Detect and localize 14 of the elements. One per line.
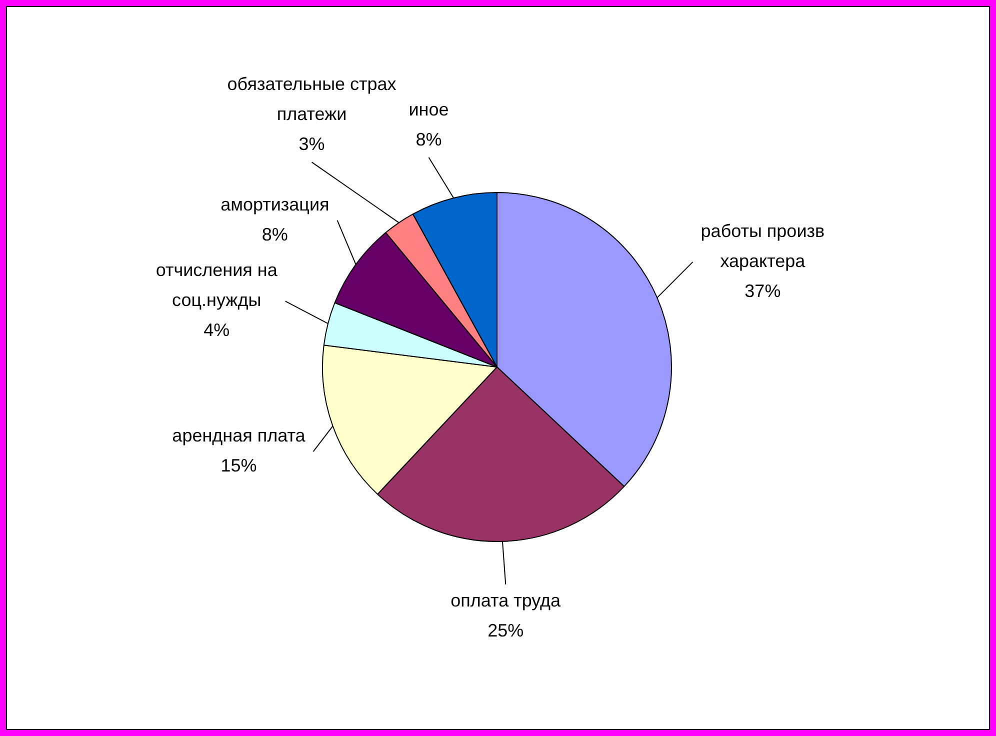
slice-label: оплата труда (450, 590, 562, 610)
slice-label: обязательные страх платежи (227, 74, 396, 124)
slice-label: отчисления на соц.нужды (156, 260, 278, 310)
data-label: 25% (488, 620, 524, 640)
slice-label: работы произв характера (700, 220, 825, 271)
slice-label: арендная плата (172, 425, 306, 446)
data-label: 3% (298, 134, 325, 154)
data-label: 8% (262, 224, 288, 244)
slice-label: иное (408, 99, 449, 120)
data-label: 4% (204, 320, 230, 340)
data-label: 15% (220, 455, 257, 476)
data-label: 37% (744, 280, 781, 301)
data-label: 8% (416, 129, 442, 150)
slice-label: амортизация (220, 194, 330, 214)
